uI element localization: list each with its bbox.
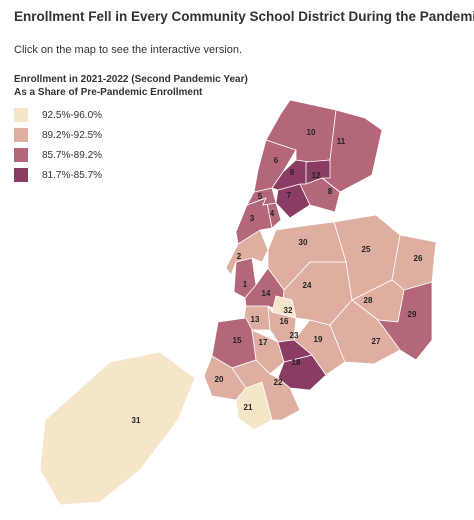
district-label-2: 2 — [237, 252, 242, 261]
district-label-17: 17 — [259, 338, 268, 347]
district-label-1: 1 — [243, 280, 248, 289]
district-label-20: 20 — [215, 375, 224, 384]
district-label-6: 6 — [274, 156, 279, 165]
district-label-23: 23 — [290, 331, 299, 340]
district-17[interactable] — [251, 329, 285, 375]
district-label-9: 9 — [290, 168, 295, 177]
district-label-24: 24 — [303, 281, 312, 290]
district-label-21: 21 — [244, 403, 253, 412]
legend-title-line2: As a Share of Pre-Pandemic Enrollment — [14, 87, 203, 98]
district-label-31: 31 — [132, 416, 141, 425]
legend-title: Enrollment in 2021-2022 (Second Pandemic… — [14, 73, 248, 99]
district-29[interactable] — [377, 281, 433, 361]
legend-title-line1: Enrollment in 2021-2022 (Second Pandemic… — [14, 74, 248, 85]
district-30[interactable] — [267, 221, 347, 291]
district-23[interactable] — [277, 339, 313, 363]
district-label-30: 30 — [299, 238, 308, 247]
district-label-25: 25 — [362, 245, 371, 254]
district-label-32: 32 — [284, 306, 293, 315]
subtitle-link[interactable]: Click on the map to see the interactive … — [14, 44, 243, 56]
legend-swatch-1 — [14, 108, 28, 122]
district-label-18: 18 — [292, 358, 301, 367]
district-12[interactable] — [305, 159, 331, 185]
district-label-15: 15 — [233, 336, 242, 345]
district-label-16: 16 — [280, 317, 289, 326]
district-label-22: 22 — [274, 378, 283, 387]
legend-item-4: 81.7%-85.7% — [14, 168, 102, 182]
legend-label-1: 92.5%-96.0% — [42, 109, 103, 121]
district-31[interactable] — [39, 351, 196, 506]
district-22[interactable] — [231, 359, 301, 421]
page-title: Enrollment Fell in Every Community Schoo… — [14, 9, 474, 24]
legend-swatch-3 — [14, 148, 28, 162]
district-label-3: 3 — [250, 214, 255, 223]
district-label-8: 8 — [328, 187, 333, 196]
district-label-26: 26 — [414, 254, 423, 263]
legend-item-3: 85.7%-89.2% — [14, 148, 102, 162]
district-label-10: 10 — [307, 128, 316, 137]
district-label-13: 13 — [251, 315, 260, 324]
district-label-5: 5 — [258, 192, 263, 201]
legend-swatch-2 — [14, 128, 28, 142]
district-label-11: 11 — [337, 137, 346, 146]
legend-label-3: 85.7%-89.2% — [42, 149, 103, 161]
district-label-27: 27 — [372, 337, 381, 346]
legend-label-4: 81.7%-85.7% — [42, 169, 103, 181]
legend-item-1: 92.5%-96.0% — [14, 108, 102, 122]
district-label-7: 7 — [287, 191, 292, 200]
district-32[interactable] — [271, 295, 297, 319]
district-label-28: 28 — [364, 296, 373, 305]
district-label-12: 12 — [312, 171, 321, 180]
district-label-29: 29 — [408, 310, 417, 319]
district-label-4: 4 — [270, 209, 275, 218]
legend: 92.5%-96.0% 89.2%-92.5% 85.7%-89.2% 81.7… — [14, 108, 102, 188]
district-2[interactable] — [225, 229, 269, 276]
legend-item-2: 89.2%-92.5% — [14, 128, 102, 142]
district-label-19: 19 — [314, 335, 323, 344]
district-label-14: 14 — [262, 289, 271, 298]
legend-label-2: 89.2%-92.5% — [42, 129, 103, 141]
legend-swatch-4 — [14, 168, 28, 182]
